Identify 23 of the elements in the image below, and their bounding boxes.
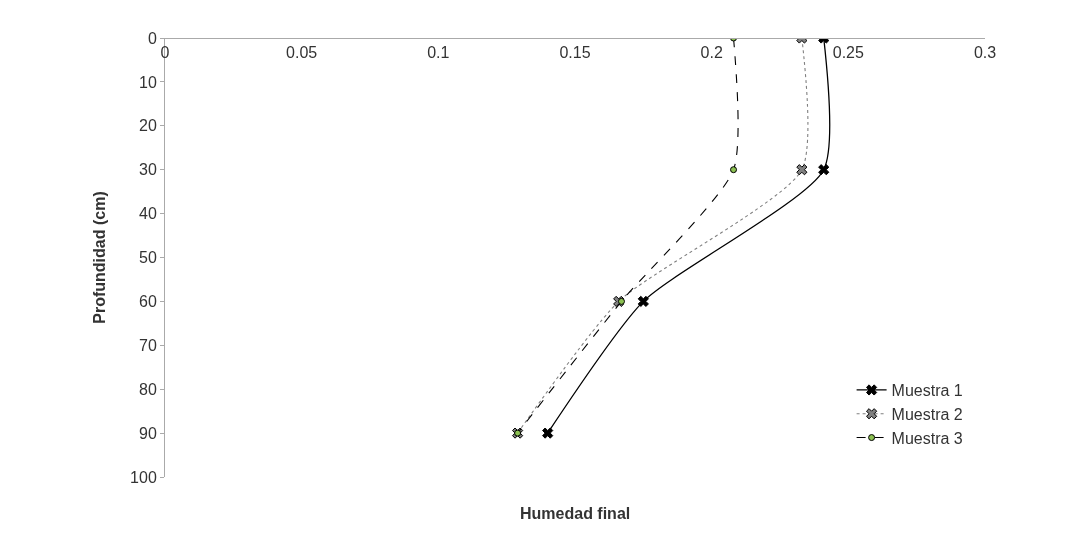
x-tick-label: 0.2 <box>700 44 723 62</box>
x-tick-label: 0 <box>160 44 170 62</box>
x-tick-label: 0.1 <box>427 44 450 62</box>
legend-label: Muestra 3 <box>891 429 963 447</box>
y-tick-label: 100 <box>130 468 157 486</box>
x-tick-label: 0.05 <box>286 44 318 62</box>
y-tick-label: 50 <box>139 249 157 267</box>
y-axis-title: Profundidad (cm) <box>91 191 108 324</box>
legend-label: Muestra 2 <box>891 405 963 423</box>
y-tick-label: 40 <box>139 205 157 223</box>
y-tick-label: 90 <box>139 424 157 442</box>
y-tick-label: 70 <box>139 336 157 354</box>
x-tick-label: 0.25 <box>832 44 864 62</box>
x-axis-title: Humedad final <box>520 505 631 522</box>
y-tick-label: 80 <box>139 380 157 398</box>
y-tick-label: 20 <box>139 117 157 135</box>
y-tick-label: 60 <box>139 293 157 310</box>
y-tick-label: 0 <box>147 29 157 47</box>
x-tick-label: 0.15 <box>559 44 591 62</box>
y-tick-label: 30 <box>139 161 157 179</box>
y-tick-label: 10 <box>139 73 157 91</box>
x-tick-label: 0.3 <box>973 44 997 62</box>
legend-label: Muestra 1 <box>891 382 963 400</box>
